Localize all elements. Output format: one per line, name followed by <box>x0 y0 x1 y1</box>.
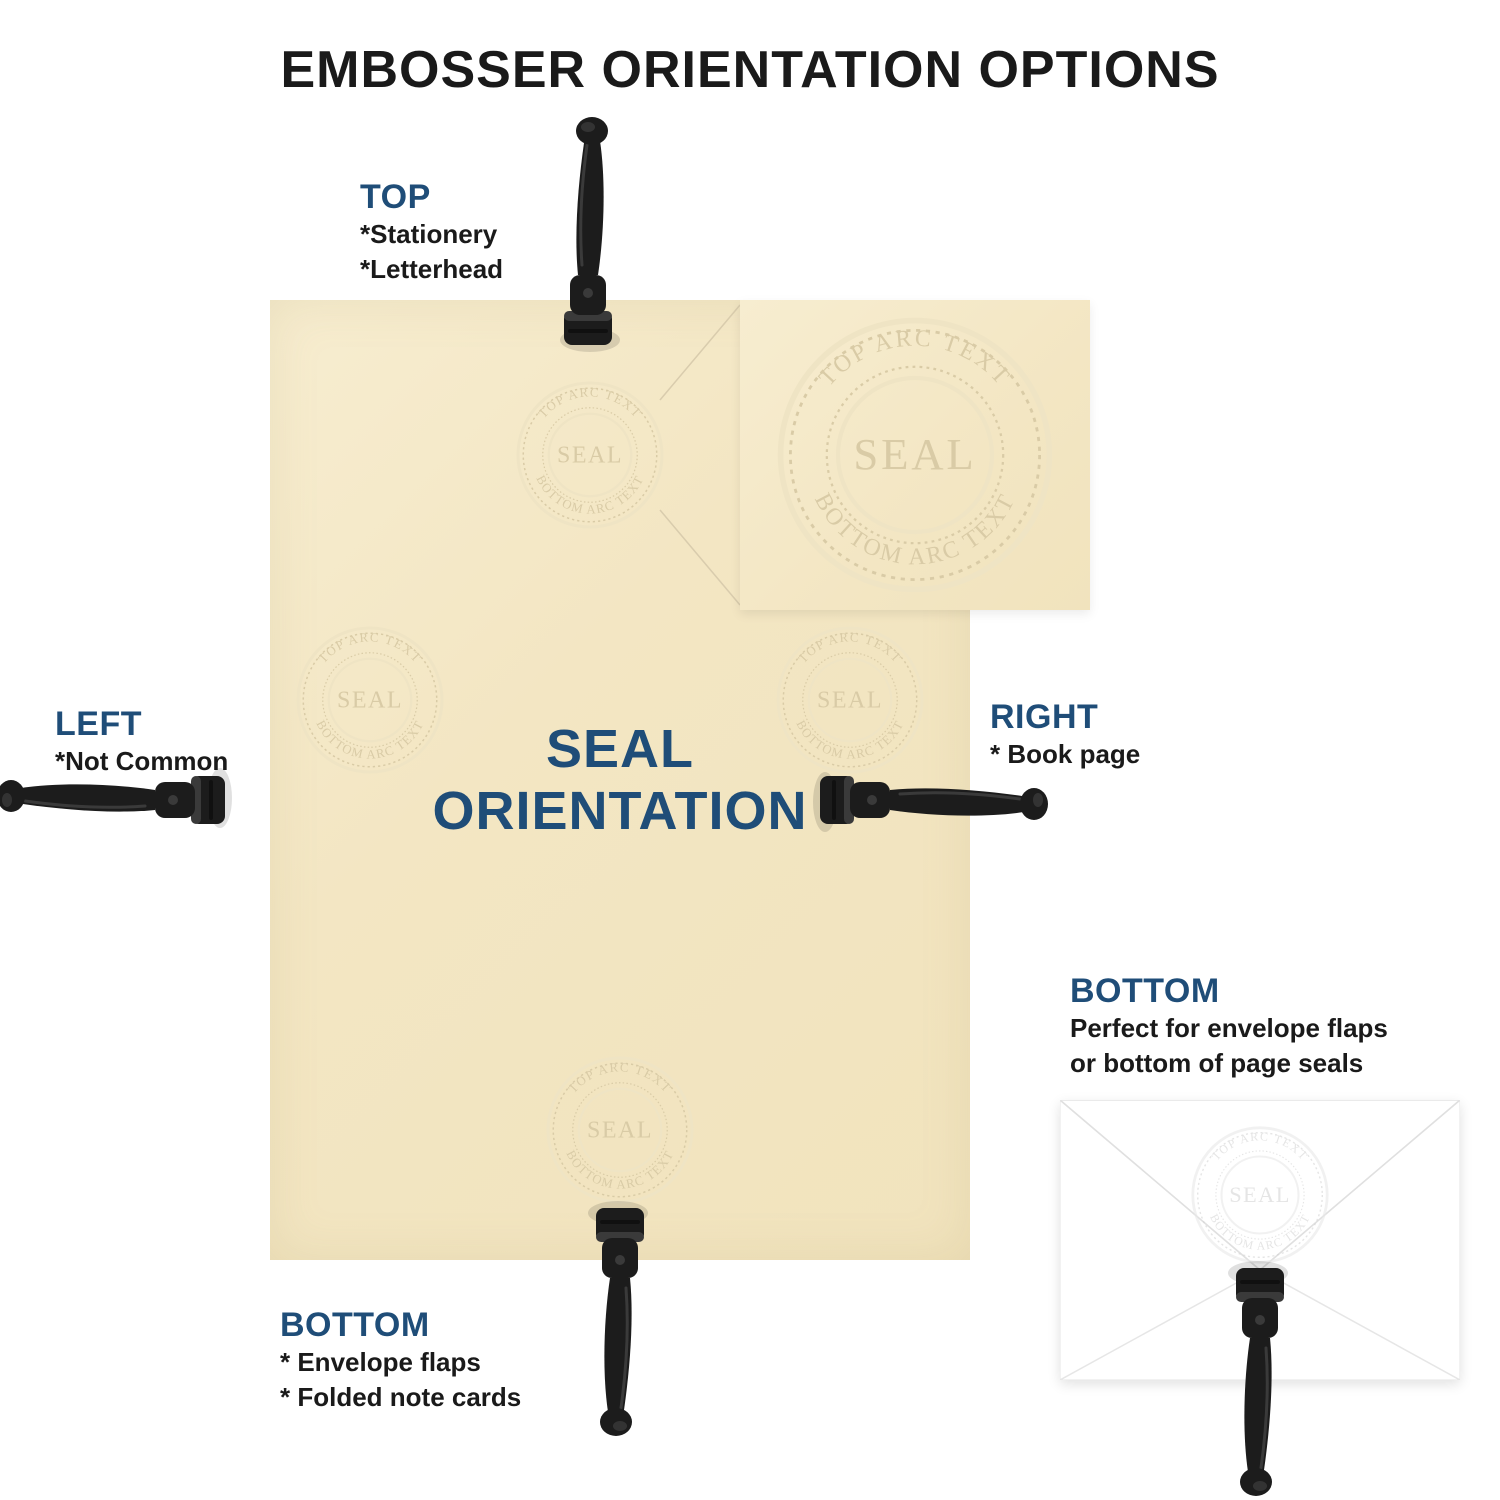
label-right-block: RIGHT * Book page <box>990 698 1140 772</box>
label-top-note1: *Stationery <box>360 217 503 252</box>
label-bottom-block: BOTTOM * Envelope flaps * Folded note ca… <box>280 1306 521 1415</box>
seal-detail: TOP ARC TEXT BOTTOM ARC TEXT SEAL <box>775 315 1055 595</box>
label-top-block: TOP *Stationery *Letterhead <box>360 178 503 287</box>
svg-text:SEAL: SEAL <box>853 429 976 479</box>
label-top-heading: TOP <box>360 178 503 217</box>
infographic-stage: EMBOSSER ORIENTATION OPTIONS SEAL ORIENT… <box>0 0 1500 1500</box>
svg-text:SEAL: SEAL <box>1229 1182 1291 1207</box>
label-bottom-right-note2: or bottom of page seals <box>1070 1046 1388 1081</box>
label-bottom-right-note1: Perfect for envelope flaps <box>1070 1011 1388 1046</box>
label-bottom-heading: BOTTOM <box>280 1306 521 1345</box>
label-bottom-note1: * Envelope flaps <box>280 1345 521 1380</box>
svg-text:BOTTOM ARC TEXT: BOTTOM ARC TEXT <box>1207 1212 1313 1253</box>
seal-detail-panel: TOP ARC TEXT BOTTOM ARC TEXT SEAL <box>740 300 1090 610</box>
envelope-example: TOP ARC TEXT BOTTOM ARC TEXT SEAL <box>1060 1100 1460 1380</box>
svg-text:TOP ARC TEXT: TOP ARC TEXT <box>1209 1129 1311 1163</box>
label-bottom-right-heading: BOTTOM <box>1070 972 1388 1011</box>
label-bottom-right-block: BOTTOM Perfect for envelope flaps or bot… <box>1070 972 1388 1081</box>
label-left-heading: LEFT <box>55 705 228 744</box>
svg-text:TOP ARC TEXT: TOP ARC TEXT <box>814 325 1016 391</box>
label-left-note1: *Not Common <box>55 744 228 779</box>
label-left-block: LEFT *Not Common <box>55 705 228 779</box>
label-right-heading: RIGHT <box>990 698 1140 737</box>
envelope-seal: TOP ARC TEXT BOTTOM ARC TEXT SEAL <box>1190 1125 1330 1265</box>
label-bottom-note2: * Folded note cards <box>280 1380 521 1415</box>
label-right-note1: * Book page <box>990 737 1140 772</box>
label-top-note2: *Letterhead <box>360 252 503 287</box>
